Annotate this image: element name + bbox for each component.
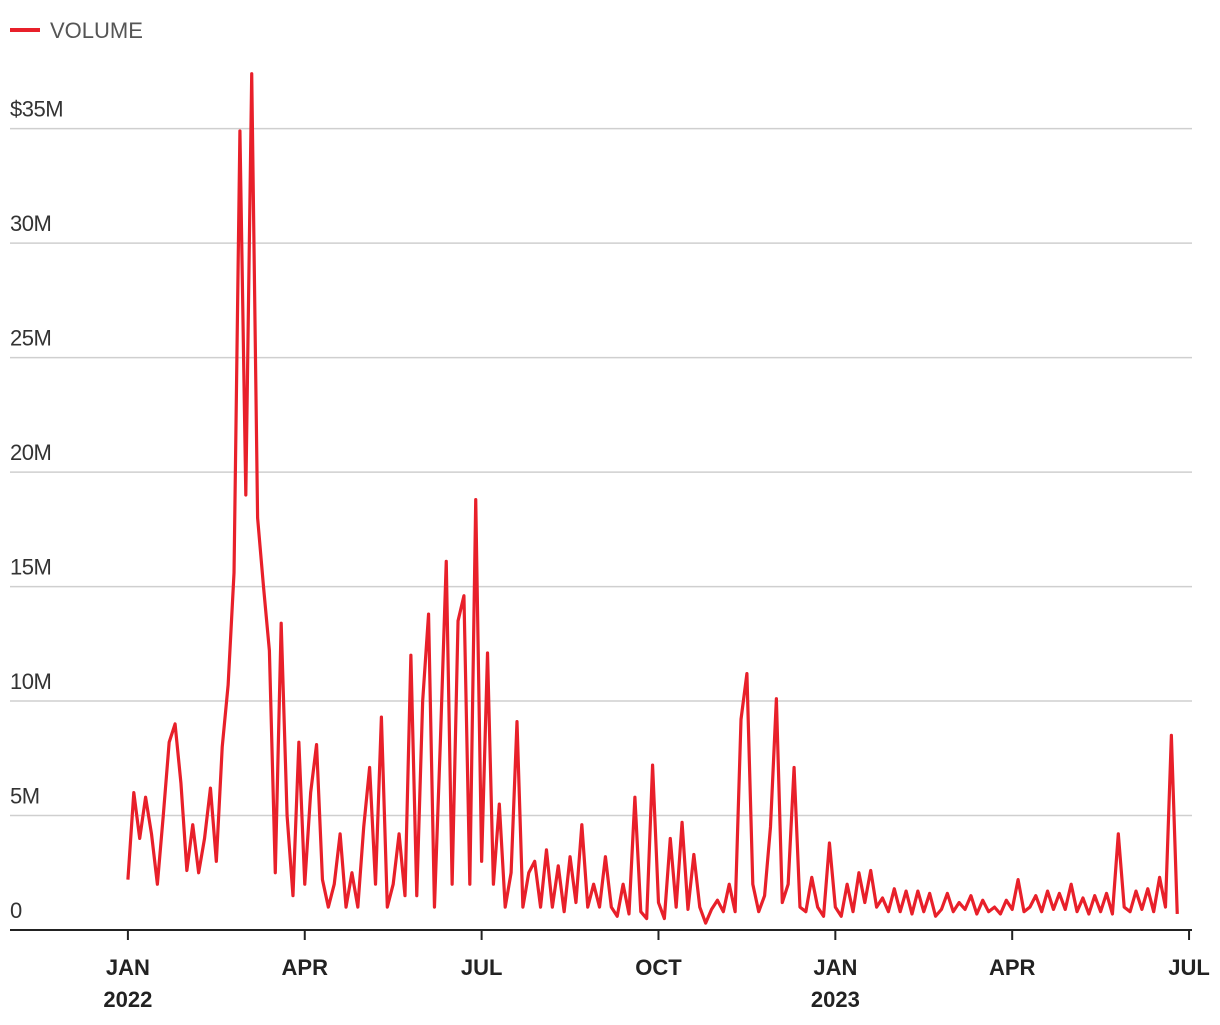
x-tick-label: JUL [461, 955, 503, 980]
y-tick-label: 5M [10, 784, 40, 809]
x-tick-label: APR [989, 955, 1036, 980]
y-tick-label: 0 [10, 898, 22, 923]
x-tick-label: JAN 2022 [103, 955, 152, 1012]
y-tick-label: 25M [10, 326, 51, 351]
y-tick-label: 30M [10, 211, 51, 236]
y-tick-label: 20M [10, 440, 51, 465]
data-line [126, 72, 1179, 925]
legend-label: VOLUME [50, 18, 143, 43]
x-tick-label: OCT [635, 955, 682, 980]
y-tick-label: $35M [10, 97, 63, 122]
x-tick-label: JAN 2023 [811, 955, 860, 1012]
y-tick-label: 10M [10, 669, 51, 694]
x-tick-label: JUL [1168, 955, 1210, 980]
x-tick-label: APR [282, 955, 329, 980]
y-tick-label: 15M [10, 555, 51, 580]
